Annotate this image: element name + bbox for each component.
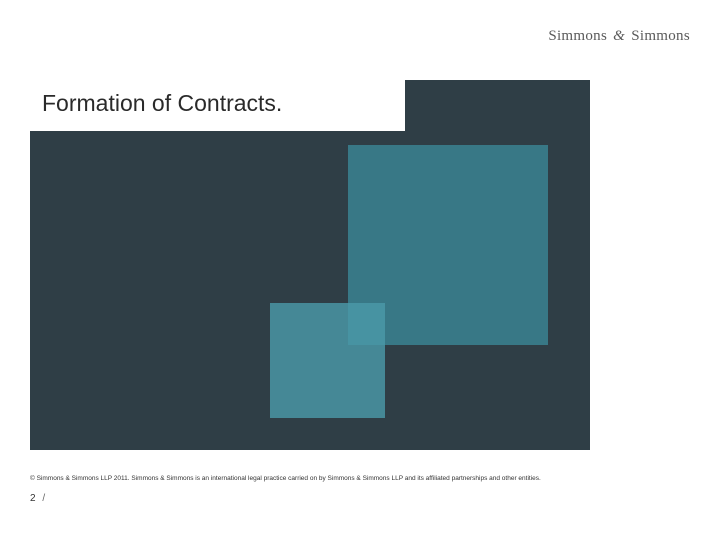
footer: © Simmons & Simmons LLP 2011. Simmons & … bbox=[30, 475, 690, 504]
copyright-text: © Simmons & Simmons LLP 2011. Simmons & … bbox=[30, 475, 690, 483]
page-title: Formation of Contracts. bbox=[42, 90, 393, 117]
page-indicator: 2 / bbox=[30, 493, 690, 504]
brand-logo: Simmons & Simmons bbox=[548, 28, 690, 45]
decor-square-small bbox=[270, 303, 385, 418]
title-bar: Formation of Contracts. bbox=[30, 80, 405, 131]
logo-part2: Simmons bbox=[631, 28, 690, 44]
logo-part1: Simmons bbox=[548, 28, 607, 44]
page-number: 2 bbox=[30, 493, 36, 504]
logo-ampersand: & bbox=[613, 28, 625, 44]
page-separator: / bbox=[42, 493, 45, 504]
